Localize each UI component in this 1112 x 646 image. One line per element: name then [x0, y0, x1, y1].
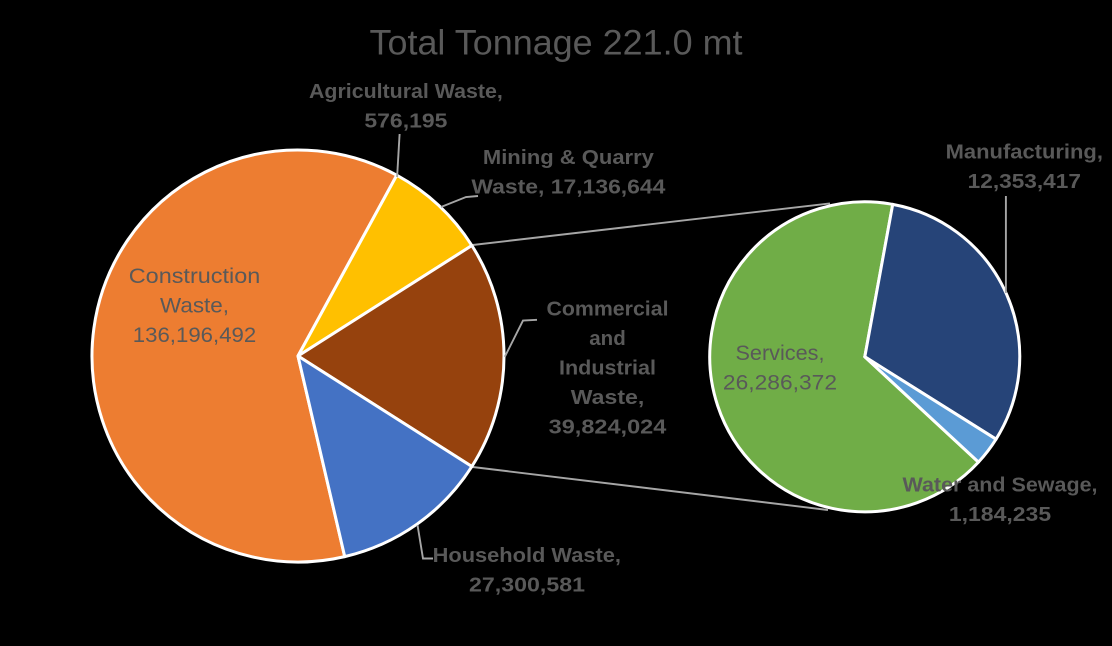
svg-text:27,300,581: 27,300,581 — [469, 573, 585, 596]
svg-text:Household Waste,: Household Waste, — [433, 544, 621, 567]
svg-text:136,196,492: 136,196,492 — [133, 323, 257, 347]
svg-text:1,184,235: 1,184,235 — [949, 503, 1051, 526]
svg-text:Industrial: Industrial — [559, 356, 656, 379]
svg-text:39,824,024: 39,824,024 — [549, 415, 667, 438]
svg-text:Mining & Quarry: Mining & Quarry — [483, 146, 655, 169]
svg-text:Total Tonnage 221.0 mt: Total Tonnage 221.0 mt — [370, 24, 743, 63]
svg-text:Manufacturing,: Manufacturing, — [946, 141, 1103, 164]
svg-text:Construction: Construction — [129, 264, 261, 288]
svg-text:Agricultural Waste,: Agricultural Waste, — [309, 80, 503, 103]
svg-text:Waste, 17,136,644: Waste, 17,136,644 — [471, 176, 666, 199]
svg-text:12,353,417: 12,353,417 — [968, 170, 1081, 193]
svg-text:Waste,: Waste, — [571, 386, 645, 409]
svg-text:26,286,372: 26,286,372 — [723, 371, 837, 395]
svg-text:Commercial: Commercial — [547, 297, 669, 320]
svg-text:Water and Sewage,: Water and Sewage, — [903, 474, 1098, 497]
svg-text:576,195: 576,195 — [364, 110, 447, 133]
svg-text:Services,: Services, — [736, 341, 825, 365]
svg-text:Waste,: Waste, — [160, 294, 229, 318]
svg-text:and: and — [589, 327, 625, 350]
